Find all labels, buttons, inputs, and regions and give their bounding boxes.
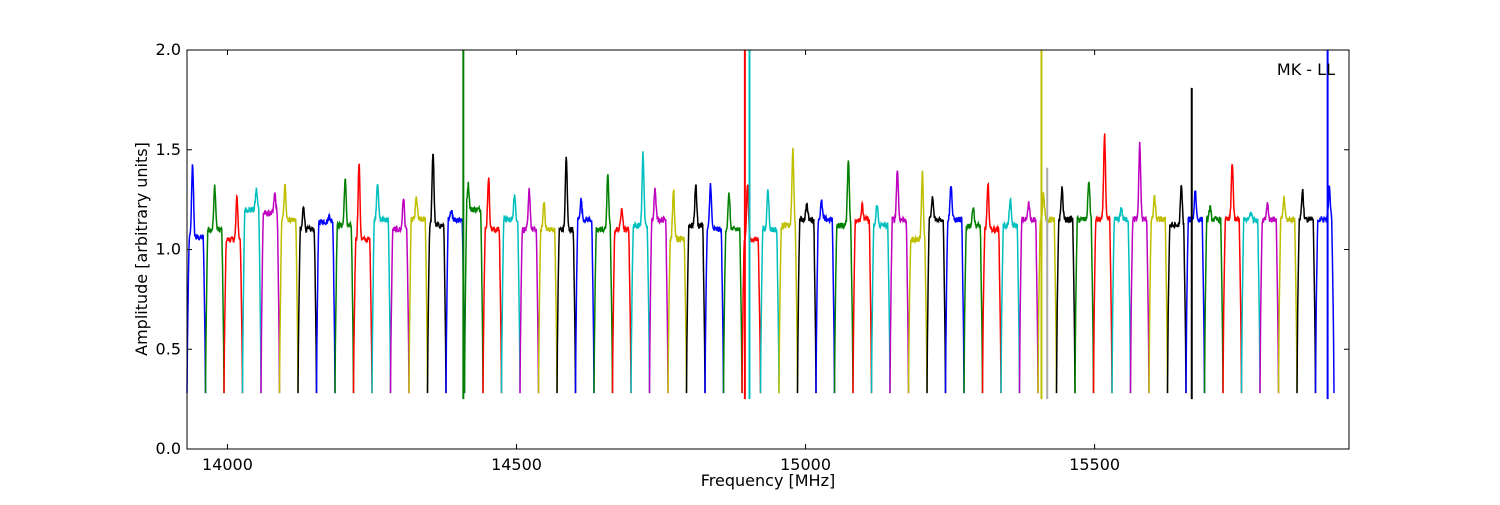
channel-trace-51 [1129, 141, 1150, 394]
channel-trace-18 [519, 187, 540, 394]
plot-area-frame [186, 49, 1350, 450]
x-tick-label: 14500 [491, 455, 542, 474]
channel-trace-22 [593, 174, 614, 394]
channel-trace-35 [833, 160, 854, 394]
channel-trace-20 [556, 156, 577, 394]
y-tick-label: 0.5 [156, 339, 181, 358]
channel-trace-42 [963, 206, 984, 394]
channel-trace-41 [944, 186, 965, 394]
channel-trace-27 [685, 184, 706, 394]
channel-trace-54 [1185, 190, 1206, 394]
channel-trace-48 [1074, 181, 1095, 394]
channel-trace-58 [1259, 202, 1280, 394]
channel-trace-21 [574, 197, 595, 394]
x-tick-label: 14000 [202, 455, 253, 474]
channel-trace-3 [241, 187, 262, 394]
channel-trace-47 [1055, 186, 1076, 394]
channel-trace-11 [389, 198, 410, 394]
channel-trace-16 [482, 177, 503, 394]
channel-trace-10 [371, 183, 392, 394]
channel-trace-25 [648, 187, 669, 394]
channel-trace-17 [500, 194, 521, 394]
channel-trace-4 [260, 191, 281, 394]
channel-trace-38 [889, 170, 910, 394]
x-tick-label: 15500 [1069, 455, 1120, 474]
y-tick-label: 0.0 [156, 439, 181, 458]
channel-trace-55 [1203, 205, 1224, 394]
chart-annotation: MK - LL [1277, 60, 1335, 79]
channel-trace-44 [1000, 196, 1021, 394]
channel-trace-19 [537, 201, 558, 394]
channel-trace-6 [297, 205, 318, 394]
channel-trace-52 [1148, 194, 1169, 394]
channel-trace-37 [870, 204, 891, 394]
channel-trace-13 [426, 153, 447, 394]
channel-trace-24 [630, 151, 651, 394]
channel-trace-45 [1018, 201, 1039, 394]
channel-trace-15 [463, 181, 484, 394]
channel-trace-60 [1296, 188, 1317, 394]
channel-trace-23 [611, 208, 632, 394]
y-tick-label: 2.0 [156, 40, 181, 59]
channel-trace-28 [704, 183, 725, 394]
channel-trace-12 [408, 196, 429, 394]
channel-trace-8 [334, 178, 355, 394]
ticks-layer: 14000 14500 15000 15500 0.0 0.5 1.0 1.5 2.0 [156, 40, 1349, 474]
channel-trace-5 [278, 183, 299, 394]
spikes-layer [462, 50, 1329, 400]
traces-layer [186, 133, 1335, 394]
x-axis-label: Frequency [MHz] [701, 471, 835, 490]
channel-trace-26 [667, 189, 688, 394]
channel-trace-61 [1314, 185, 1335, 394]
channel-trace-36 [852, 200, 873, 394]
channel-trace-2 [223, 193, 244, 394]
y-tick-label: 1.5 [156, 140, 181, 159]
channel-trace-29 [722, 192, 743, 394]
channel-trace-53 [1166, 185, 1187, 394]
channel-trace-1 [204, 184, 225, 394]
channel-trace-50 [1111, 206, 1132, 394]
x-tick-label: 15000 [780, 455, 831, 474]
channel-trace-39 [907, 170, 928, 394]
channel-trace-33 [796, 202, 817, 394]
channel-trace-43 [981, 181, 1002, 394]
channel-trace-31 [759, 189, 780, 394]
channel-trace-9 [352, 163, 373, 394]
channel-trace-49 [1092, 133, 1113, 394]
channel-trace-34 [815, 199, 836, 394]
channel-trace-40 [926, 196, 947, 394]
y-tick-label: 1.0 [156, 240, 181, 259]
channel-trace-32 [778, 147, 799, 394]
channel-trace-59 [1277, 195, 1298, 394]
channel-trace-0 [186, 164, 207, 394]
channel-trace-14 [445, 209, 466, 394]
channel-trace-7 [315, 212, 336, 394]
channel-trace-57 [1240, 211, 1261, 394]
channel-trace-56 [1222, 164, 1243, 394]
y-axis-label: Amplitude [arbitrary units] [132, 142, 151, 356]
